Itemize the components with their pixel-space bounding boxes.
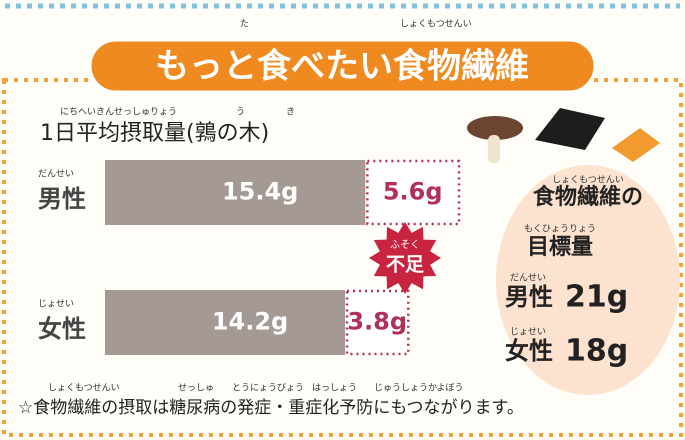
value-label: 15.4g	[222, 178, 298, 206]
value-label: 5.6g	[383, 178, 443, 206]
chart-title-ruby: き	[286, 107, 295, 118]
category-label: 男性	[38, 185, 86, 213]
footnote-ruby: とうにょうびょう	[232, 383, 304, 394]
goal-amount: 18g	[565, 334, 628, 369]
category-label: 女性	[38, 315, 86, 343]
badge-ruby: ふそく	[390, 239, 420, 251]
footnote: ☆食物繊維の摂取は糖尿病の発症・重症化予防にもつながります。	[18, 398, 524, 418]
goal-subtitle: 目標量	[527, 235, 593, 260]
goal-title: 食物繊維の	[533, 184, 643, 210]
category-ruby: だんせい	[38, 169, 74, 180]
infographic: もっと食べたい食物繊維 た しょくもつせんい 1日平均摂取量(鶉の木) にちへい…	[0, 0, 685, 440]
mushroom-stem	[488, 135, 500, 163]
goal-subtitle-ruby: もくひょうりょう	[524, 224, 596, 235]
goal-amount: 21g	[565, 280, 628, 315]
chart-title-ruby: う	[236, 107, 245, 118]
goal-label: 女性	[505, 337, 553, 365]
title-ruby: た	[240, 19, 249, 30]
title-ruby: しょくもつせんい	[400, 19, 472, 30]
footnote-ruby: しょくもつせんい	[48, 383, 120, 394]
goal-ruby: じょせい	[510, 327, 546, 338]
footnote-ruby: はっしょう	[312, 383, 357, 394]
chart-title-ruby: にちへいきんせっしゅりょう	[60, 107, 177, 118]
goal-label: 男性	[505, 283, 553, 311]
value-label: 3.8g	[347, 308, 407, 336]
footnote-ruby: せっしゅ	[178, 383, 214, 394]
footnote-ruby: じゅうしょうかよぼう	[374, 383, 464, 394]
goal-title-ruby: しょくもつせんい	[552, 175, 624, 186]
badge-text: 不足	[386, 254, 425, 276]
value-label: 14.2g	[212, 308, 288, 336]
chart-title: 1日平均摂取量(鶉の木)	[40, 121, 269, 146]
category-ruby: じょせい	[38, 299, 74, 310]
goal-ruby: だんせい	[510, 273, 546, 284]
title: もっと食べたい食物繊維	[155, 47, 529, 87]
